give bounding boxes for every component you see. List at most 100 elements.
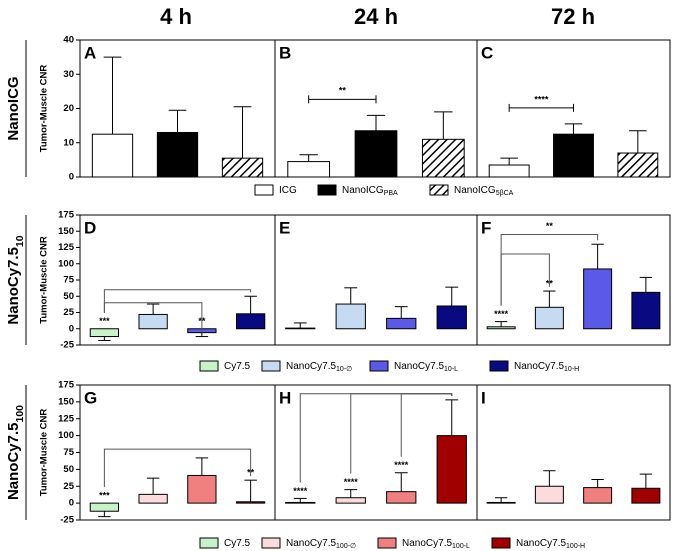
bracket-label: ** — [339, 86, 347, 96]
bar — [534, 485, 564, 504]
legend-label: NanoICG5βCA — [454, 185, 514, 198]
legend-label: Cy7.5 — [224, 361, 251, 372]
legend-label-sub: 100-L — [452, 543, 470, 550]
legend-swatch — [369, 360, 389, 372]
bracket — [103, 289, 252, 313]
y-tick-label: 100 — [58, 258, 74, 269]
significance: *** — [99, 491, 110, 501]
bar — [138, 493, 168, 504]
bar — [235, 501, 266, 504]
legend-label-sub: PBA — [384, 190, 398, 197]
bar — [138, 313, 168, 330]
y-tick-label: -25 — [60, 515, 74, 526]
panel-letter: G — [84, 388, 97, 407]
legend-label: NanoCy7.510-H — [514, 361, 579, 374]
bar — [631, 291, 661, 330]
bar — [91, 133, 134, 178]
bar — [221, 157, 264, 178]
y-tick-label: 30 — [63, 69, 74, 80]
legend-label: NanoCy7.5100-∅ — [286, 538, 356, 551]
column-header: 24 h — [354, 4, 398, 29]
legend-label-sub: 100-H — [566, 543, 585, 550]
panel-letter: F — [481, 218, 491, 237]
y-tick-label: 100 — [58, 430, 74, 441]
legend-label-main: NanoICG — [454, 185, 496, 196]
significance: **** — [344, 477, 359, 487]
row-label-sub: 100 — [14, 405, 26, 423]
y-tick-label: -25 — [60, 340, 74, 351]
legend-swatch — [489, 360, 509, 372]
bar — [285, 327, 316, 330]
legend-swatch — [261, 537, 281, 549]
legend-label-main: NanoCy7.5 — [516, 538, 566, 549]
y-tick-label: 125 — [58, 413, 75, 424]
row-label: NanoCy7.5100 — [5, 405, 26, 500]
y-tick-label: 0 — [69, 498, 74, 509]
bracket — [400, 393, 453, 457]
bar — [386, 491, 417, 504]
plot-frame — [79, 384, 671, 521]
row-label-main: NanoCy7.5 — [5, 247, 22, 325]
bar — [583, 268, 613, 330]
legend-label-sub: 100-∅ — [336, 543, 356, 550]
bar — [285, 501, 316, 504]
bar — [486, 501, 516, 504]
legend-label-main: NanoCy7.5 — [402, 538, 452, 549]
legend-label: ICG — [279, 185, 297, 196]
y-tick-label: 75 — [63, 275, 74, 286]
bracket — [103, 302, 203, 333]
bar — [89, 328, 120, 338]
row-label: NanoCy7.510 — [5, 235, 26, 324]
significance: *** — [99, 316, 110, 326]
bar — [421, 138, 465, 178]
y-tick-label: 20 — [63, 103, 74, 114]
legend-label-sub: 10-L — [444, 366, 458, 373]
legend-label-sub: 5βCA — [496, 190, 514, 197]
bar — [436, 305, 467, 330]
legend-swatch — [261, 360, 281, 372]
bar — [335, 303, 366, 330]
bar — [156, 131, 199, 178]
bracket-label: **** — [534, 94, 549, 104]
bar — [488, 164, 530, 178]
legend-label: Cy7.5 — [224, 538, 251, 549]
bar — [534, 306, 564, 330]
legend-label: NanoCy7.5100-L — [402, 538, 470, 551]
y-tick-label: 10 — [63, 137, 74, 148]
bar — [187, 474, 217, 504]
panel-letter: E — [279, 218, 290, 237]
legend-label-main: Cy7.5 — [224, 538, 251, 549]
legend-label-sub: 10-H — [564, 366, 579, 373]
bar — [486, 326, 516, 330]
panel-letter: C — [481, 43, 493, 62]
column-header: 4 h — [160, 4, 192, 29]
panel-letter: D — [84, 218, 96, 237]
legend-swatch — [429, 184, 449, 196]
legend-label-main: NanoCy7.5 — [514, 361, 564, 372]
y-tick-label: 175 — [58, 210, 75, 221]
legend-label-main: NanoCy7.5 — [286, 361, 336, 372]
legend-label: NanoICGPBA — [342, 185, 398, 198]
y-tick-label: 75 — [63, 447, 74, 458]
bracket-label: ** — [546, 221, 554, 231]
y-tick-label: 125 — [58, 242, 75, 253]
row-label-main: NanoICG — [5, 76, 22, 140]
bar — [553, 133, 594, 178]
y-tick-label: 175 — [58, 380, 75, 391]
row-label-main: NanoCy7.5 — [5, 423, 22, 501]
bar — [287, 161, 331, 178]
row-label: NanoICG — [5, 76, 22, 140]
bracket — [103, 448, 252, 488]
y-axis-label: Tumor-Muscle CNR — [39, 65, 50, 153]
y-axis-label: Tumor-Muscle CNR — [39, 409, 50, 497]
bar — [617, 152, 659, 178]
legend-label-main: ICG — [279, 185, 297, 196]
y-tick-label: 0 — [69, 172, 74, 183]
legend-swatch — [199, 360, 219, 372]
significance: **** — [494, 309, 509, 319]
bar — [89, 502, 120, 512]
y-tick-label: 50 — [63, 291, 74, 302]
panel-letter: H — [279, 388, 291, 407]
bar — [436, 435, 467, 504]
